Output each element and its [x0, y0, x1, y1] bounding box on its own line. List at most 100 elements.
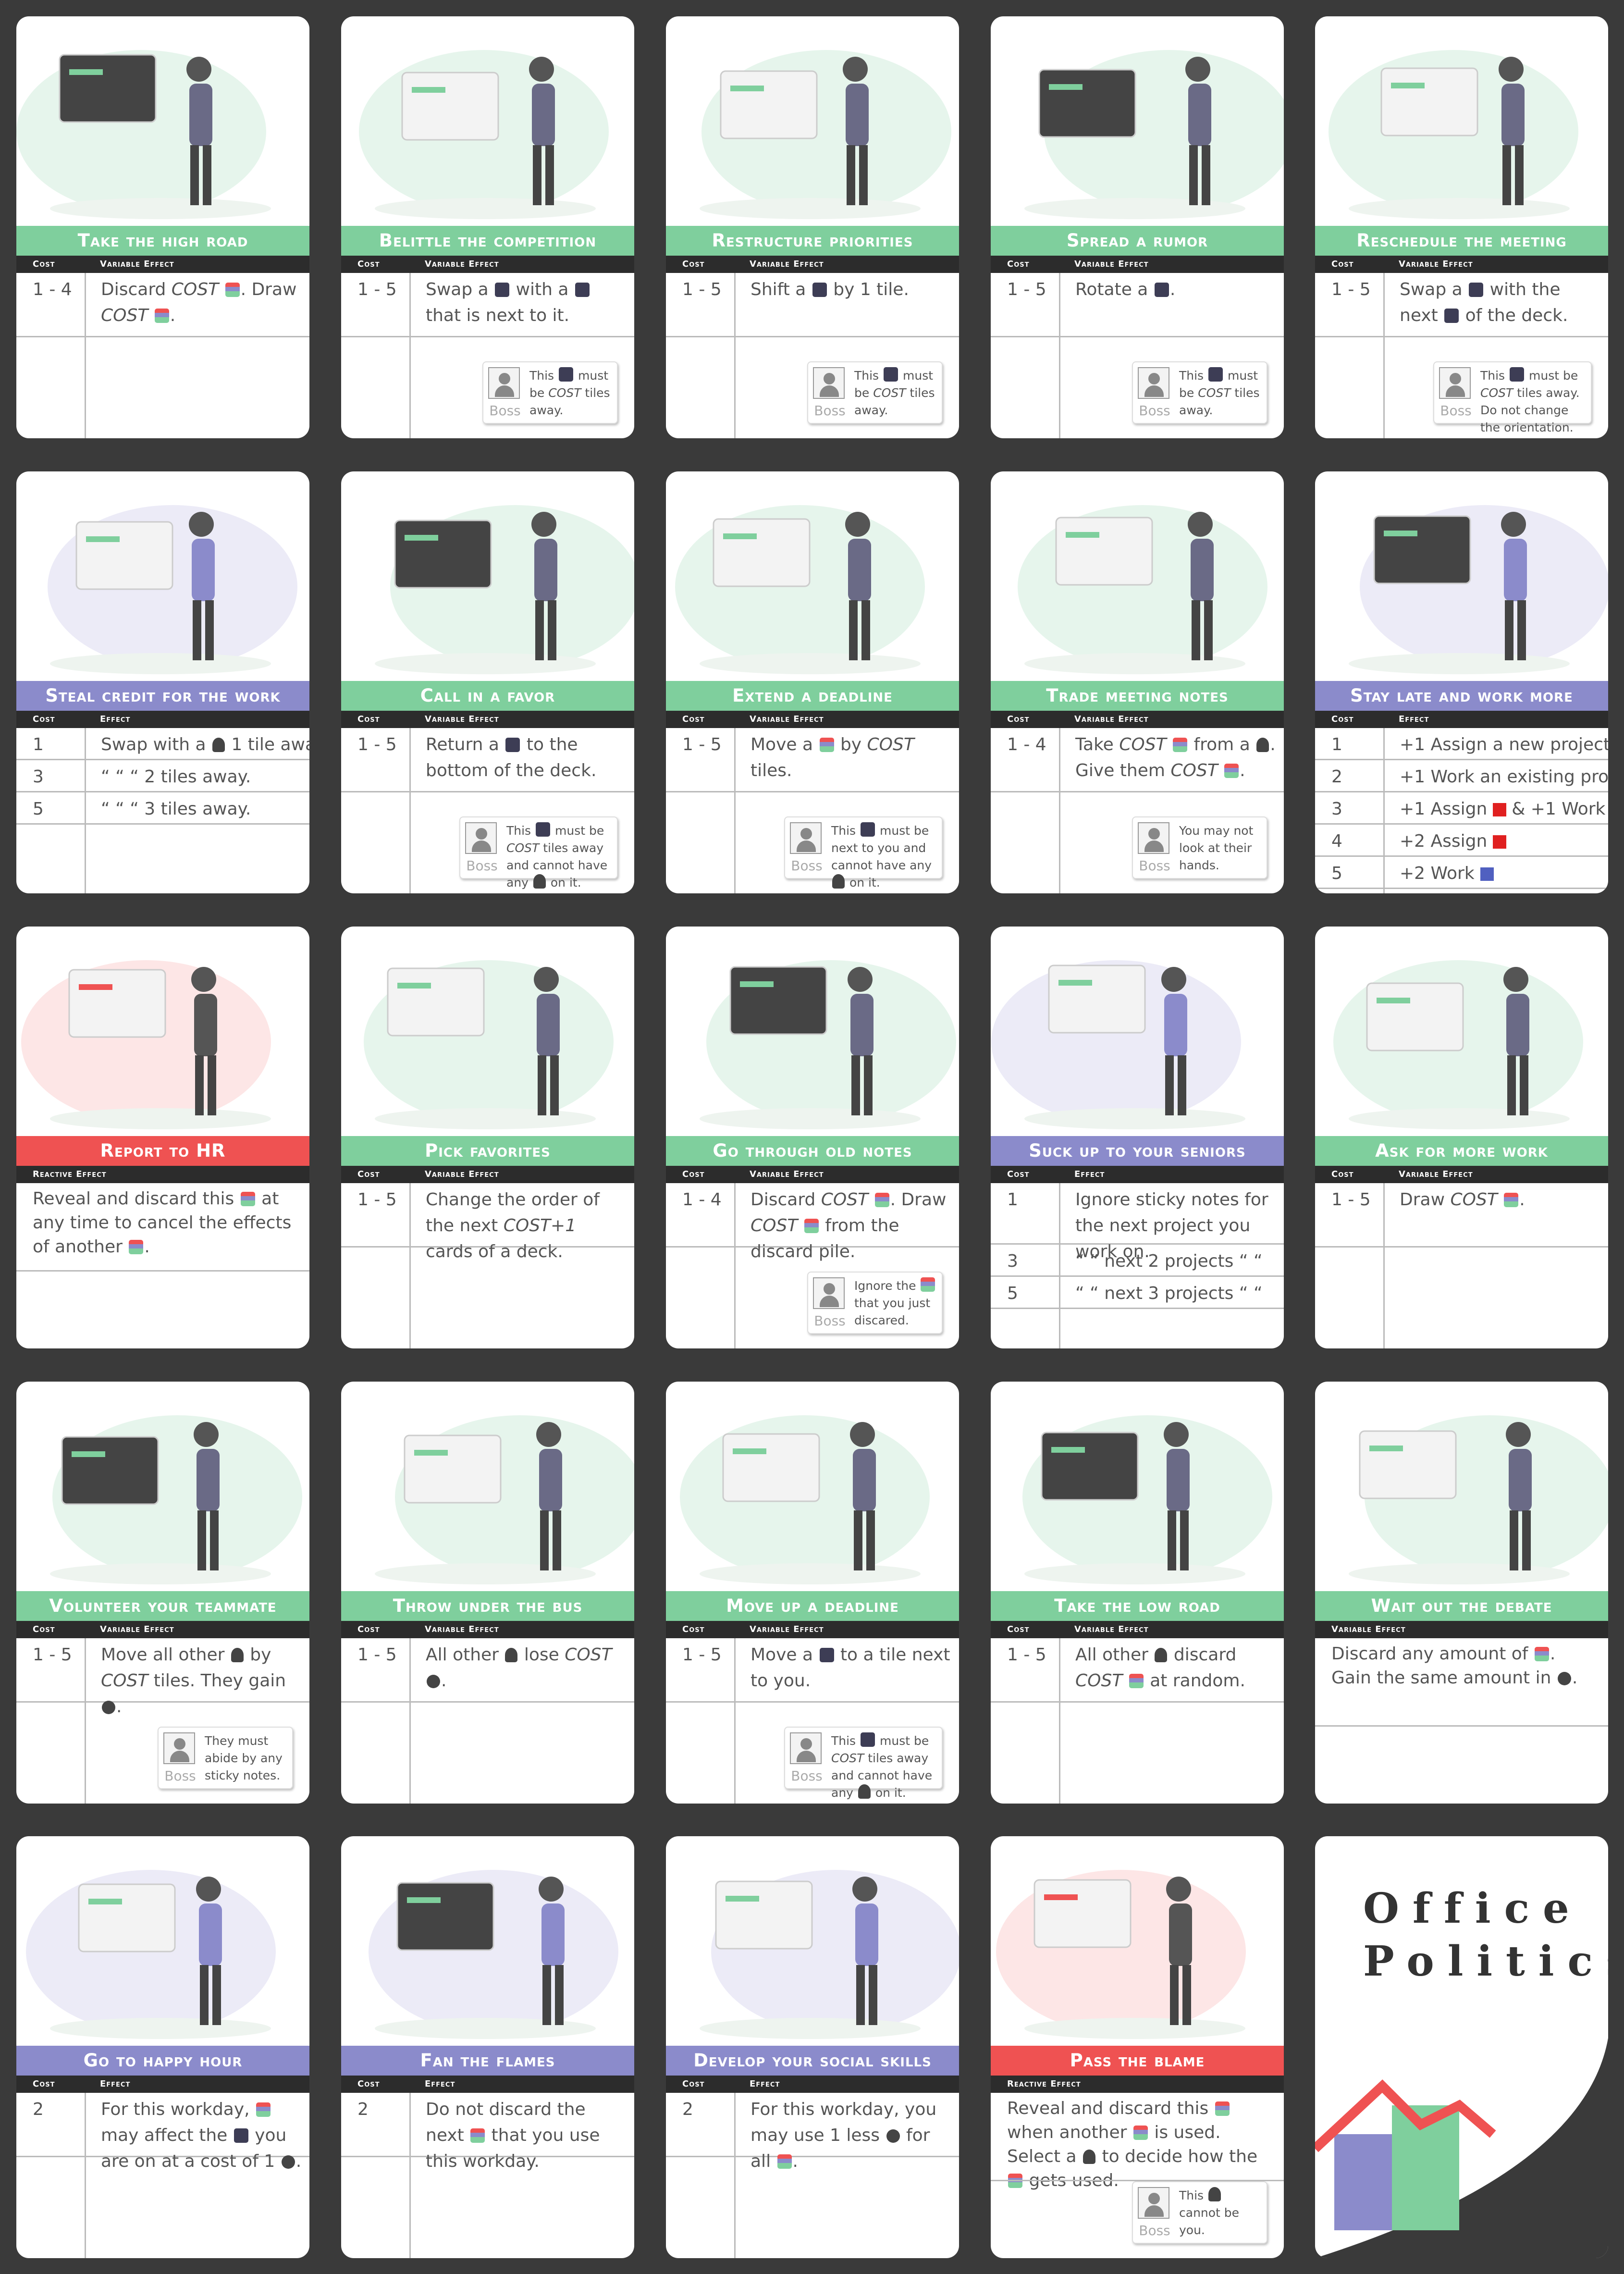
icon-card-icon [1504, 1193, 1519, 1207]
effect-row: 1 - 4 Take COST from a . Give them COST . [991, 728, 1284, 792]
effect-cost: 2 [1331, 767, 1342, 787]
header-effect-label: Variable Effect [100, 1624, 174, 1634]
icon-tile-icon [495, 283, 510, 297]
card-illustration [341, 1836, 634, 2046]
effect-text: “ “ “ 2 tiles away. [101, 767, 251, 787]
card-illustration [1315, 1382, 1608, 1591]
effect-cost: 2 [33, 2100, 44, 2119]
card-old-notes[interactable]: Go through old notes Cost Variable Effect 1… [666, 927, 959, 1348]
card-belittle[interactable]: Belittle the competition Cost Variable Eff… [341, 16, 634, 438]
card-title: Wait out the debate [1315, 1591, 1608, 1621]
card-illustration [666, 927, 959, 1136]
card-header-bar: Reactive Effect [16, 1166, 309, 1183]
card-pass-blame[interactable]: Pass the blame Reactive Effect Reveal and … [991, 1836, 1284, 2258]
header-cost-label: Cost [357, 2079, 380, 2089]
card-title: Suck up to your seniors [991, 1136, 1284, 1166]
card-body: 2 For this workday, you may use 1 less fo… [666, 2093, 959, 2258]
icon-tile-icon [1510, 367, 1525, 382]
card-fan-flames[interactable]: Fan the flames Cost Effect 2 Do not discard … [341, 1836, 634, 2258]
card-body: 2 Do not discard the next that you use th… [341, 2093, 634, 2258]
boss-note-text: You may not look at their hands. [1179, 824, 1254, 872]
card-title: Reschedule the meeting [1315, 226, 1608, 256]
card-volunteer[interactable]: Volunteer your teammate Cost Variable Effe… [16, 1382, 309, 1804]
header-cost-label: Cost [1331, 1169, 1354, 1179]
effect-text: “ “ next 3 projects “ “ [1075, 1284, 1263, 1303]
card-low-road[interactable]: Take the low road Cost Variable Effect 1 - … [991, 1382, 1284, 1804]
cost-variable: COST+1 [503, 1216, 577, 1236]
card-report-hr[interactable]: Report to HR Reactive Effect Reveal and di… [16, 927, 309, 1348]
card-body: 1 - 5 Shift a by 1 tile. Boss This must be … [666, 273, 959, 438]
boss-avatar-icon [813, 1277, 845, 1309]
effect-cost: 1 [1007, 1190, 1018, 1210]
effect-cost: 1 - 4 [682, 1190, 722, 1210]
effect-cost: 1 [33, 735, 44, 754]
card-call-favor[interactable]: Call in a favor Cost Variable Effect 1 - 5 R… [341, 471, 634, 893]
card-wait-debate[interactable]: Wait out the debate Variable Effect Discar… [1315, 1382, 1608, 1804]
card-social-skills[interactable]: Develop your social skills Cost Effect 2 For… [666, 1836, 959, 2258]
effect-cost: 1 - 5 [1007, 280, 1046, 299]
header-effect-label: Variable Effect [750, 1169, 824, 1179]
card-body: 1 +1 Assign a new project 2 +1 Work an exis… [1315, 728, 1608, 893]
card-pick-favorites[interactable]: Pick favorites Cost Variable Effect 1 - 5 Ch… [341, 927, 634, 1348]
card-suck-up[interactable]: Suck up to your seniors Cost Effect 1 Ignore… [991, 927, 1284, 1348]
card-body: 1 - 5 Swap a with a that is next to it. Bo… [341, 273, 634, 438]
effect-text: Return a to the bottom of the deck. [426, 735, 597, 780]
column-divider [409, 728, 411, 893]
effect-row: 1 - 5 All other lose COST . [341, 1638, 634, 1703]
boss-note: Boss They must abide by any sticky notes. [158, 1727, 293, 1789]
header-cost-label: Reactive Effect [33, 1169, 107, 1179]
icon-player-icon [212, 738, 225, 752]
card-trade-notes[interactable]: Trade meeting notes Cost Variable Effect 1 … [991, 471, 1284, 893]
icon-player-icon [832, 874, 845, 889]
icon-card-icon [1173, 738, 1188, 752]
effect-row: 1 - 5 Change the order of the next COST+1… [341, 1183, 634, 1261]
boss-note-text: This must be COST tiles away and cannot … [506, 822, 615, 891]
card-take-high-road[interactable]: Take the high road Cost Variable Effect 1 -… [16, 16, 309, 438]
icon-tile-icon [1469, 283, 1484, 297]
card-restructure[interactable]: Restructure priorities Cost Variable Effec… [666, 16, 959, 438]
boss-note: Boss This cannot be you. [1132, 2181, 1267, 2244]
effect-text: All other discard COST at random. [1075, 1645, 1245, 1691]
icon-square-icon [1492, 803, 1506, 816]
card-spread-rumor[interactable]: Spread a rumor Cost Variable Effect 1 - 5 Ro… [991, 16, 1284, 438]
card-header-bar: Cost Effect [341, 2076, 634, 2093]
card-steal-credit[interactable]: Steal credit for the work Cost Effect 1 Swap… [16, 471, 309, 893]
card-illustration [991, 1836, 1284, 2046]
card-title: Volunteer your teammate [16, 1591, 309, 1621]
effect-text: For this workday, may affect the you are… [101, 2100, 302, 2171]
icon-card-icon [777, 2154, 792, 2169]
effect-row: 1 - 5 Return a to the bottom of the deck. [341, 728, 634, 792]
card-body: 1 - 5 Swap a with the next of the deck. Bo… [1315, 273, 1608, 438]
card-header-bar: Cost Variable Effect [1315, 1166, 1608, 1183]
card-throw-bus[interactable]: Throw under the bus Cost Variable Effect 1 … [341, 1382, 634, 1804]
effect-text: Ignore sticky notes for the next project… [1075, 1190, 1268, 1261]
boss-label: Boss [466, 858, 498, 874]
icon-player-icon [1256, 738, 1269, 752]
icon-player-icon [505, 1648, 518, 1662]
card-title: Spread a rumor [991, 226, 1284, 256]
card-happy-hour[interactable]: Go to happy hour Cost Effect 2 For this work… [16, 1836, 309, 2258]
reactive-effect-text: Reveal and discard this at any time to c… [33, 1189, 292, 1257]
card-header-bar: Cost Variable Effect [1315, 256, 1608, 273]
header-effect-label: Effect [425, 2079, 455, 2089]
effect-text: +2 Work [1400, 861, 1601, 887]
boss-avatar-icon [813, 367, 845, 399]
card-reschedule[interactable]: Reschedule the meeting Cost Variable Effec… [1315, 16, 1608, 438]
card-more-work[interactable]: Ask for more work Cost Variable Effect 1 - … [1315, 927, 1608, 1348]
card-extend-deadline[interactable]: Extend a deadline Cost Variable Effect 1 - … [666, 471, 959, 893]
cost-variable: COST [1119, 735, 1167, 754]
boss-avatar-icon [1138, 822, 1169, 854]
card-title: Call in a favor [341, 681, 634, 711]
header-cost-label: Cost [682, 259, 705, 269]
header-effect-label: Variable Effect [750, 714, 824, 724]
card-illustration [991, 927, 1284, 1136]
card-body: 2 For this workday, may affect the you ar… [16, 2093, 309, 2258]
icon-card-icon [256, 2102, 271, 2117]
column-divider [1383, 273, 1385, 438]
icon-card-icon [921, 1277, 935, 1292]
card-title: Go through old notes [666, 1136, 959, 1166]
header-cost-label: Cost [33, 2079, 55, 2089]
card-stay-late[interactable]: Stay late and work more Cost Effect 1 +1 Ass… [1315, 471, 1608, 893]
boss-note: Boss This must be COST tiles away and can… [459, 816, 618, 890]
card-move-deadline[interactable]: Move up a deadline Cost Variable Effect 1 -… [666, 1382, 959, 1804]
